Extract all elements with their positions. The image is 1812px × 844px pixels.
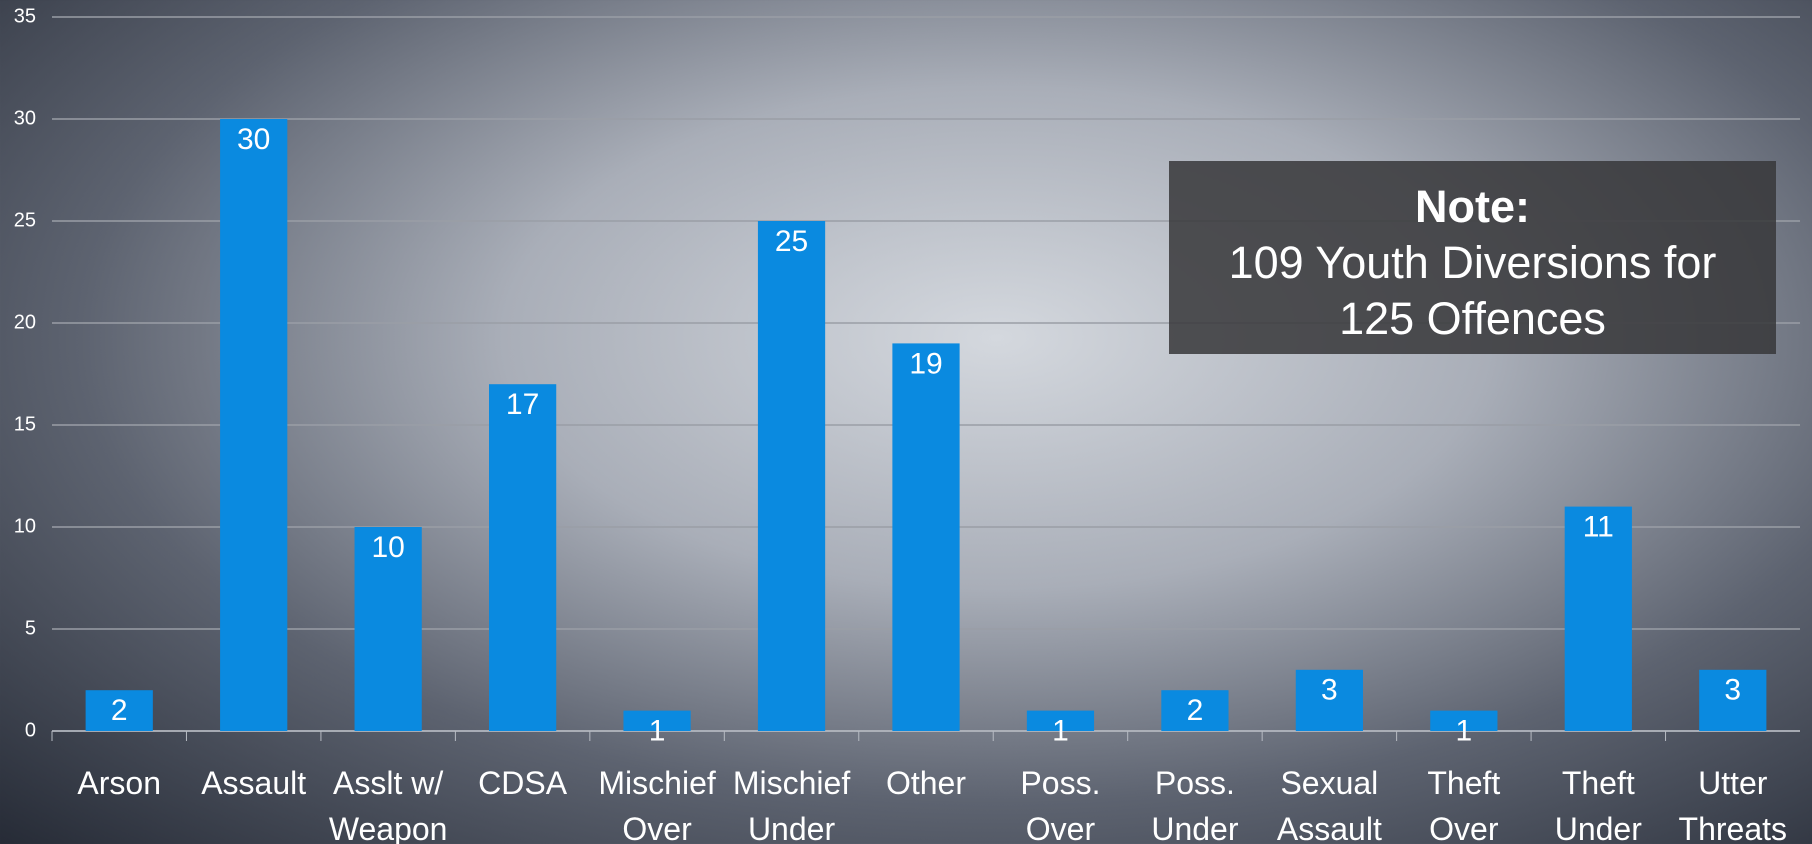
bar	[623, 710, 691, 731]
value-label: 3	[1321, 674, 1338, 707]
x-tick-label: Assault	[201, 765, 307, 801]
bar	[1564, 506, 1632, 731]
value-label: 2	[1187, 694, 1204, 727]
value-label: 25	[775, 225, 808, 258]
bar	[757, 221, 826, 731]
x-tick-label: Mischief Under	[732, 765, 851, 844]
x-tick-label: Sexual Assault	[1276, 765, 1382, 844]
bar	[892, 343, 960, 731]
bar	[354, 527, 422, 731]
note-title: Note:	[1415, 181, 1530, 232]
value-label: 1	[1052, 715, 1069, 748]
y-tick-label: 0	[25, 719, 36, 741]
value-label: 11	[1583, 511, 1614, 544]
x-tick-label: Other	[885, 765, 966, 801]
x-tick-label: Arson	[77, 765, 162, 801]
bar	[220, 119, 288, 731]
note-text: 109 Youth Diversions for 125 Offences	[1228, 237, 1717, 344]
y-tick-label: 10	[14, 515, 36, 537]
x-tick-label: Theft Over	[1427, 765, 1501, 844]
x-tick-label: Mischief Over	[598, 765, 716, 844]
value-label: 17	[506, 388, 539, 421]
bar	[1295, 669, 1363, 731]
bar	[1026, 710, 1095, 731]
bar	[1430, 710, 1498, 731]
y-tick-label: 20	[14, 311, 36, 333]
y-tick-label: 5	[25, 617, 36, 639]
x-tick-label: Theft Under	[1554, 765, 1642, 844]
x-tick-label: Poss. Over	[1020, 765, 1101, 844]
value-label: 19	[909, 347, 942, 380]
bar	[85, 690, 153, 731]
bar	[489, 384, 557, 731]
value-label: 2	[111, 694, 128, 727]
y-tick-label: 25	[14, 209, 36, 231]
value-label: 3	[1724, 674, 1741, 707]
x-tick-label: Asslt w/ Weapon	[328, 765, 448, 844]
value-label: 30	[237, 123, 270, 156]
value-label: 1	[649, 715, 666, 748]
bar	[1699, 669, 1767, 731]
x-tick-label: Utter Threats	[1678, 765, 1787, 844]
y-tick-label: 30	[14, 107, 36, 129]
note-box: Note: 109 Youth Diversions for 125 Offen…	[1169, 161, 1776, 354]
value-label: 1	[1456, 715, 1473, 748]
x-tick-label: Poss. Under	[1151, 765, 1239, 844]
value-label: 10	[371, 531, 404, 564]
y-tick-label: 15	[14, 413, 36, 435]
x-tick-label: CDSA	[478, 765, 568, 801]
y-tick-label: 35	[14, 5, 36, 27]
bar	[1161, 690, 1229, 731]
